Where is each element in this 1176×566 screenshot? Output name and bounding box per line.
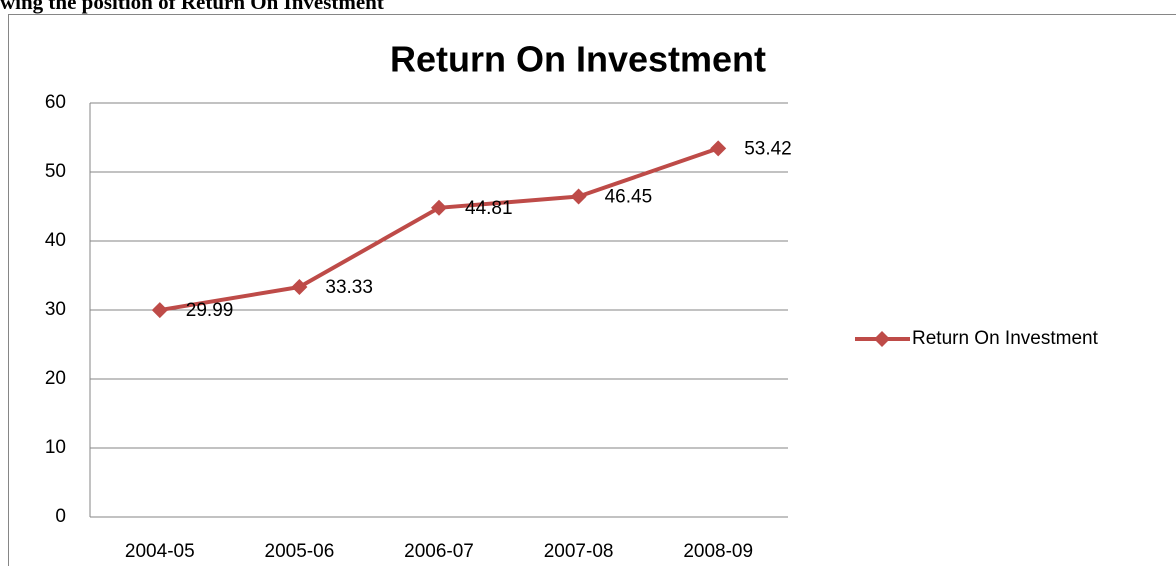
- series-line: [159, 146, 719, 313]
- y-tick-label: 30: [45, 299, 66, 320]
- x-tick-label: 2005-06: [265, 541, 335, 562]
- data-label: 53.42: [744, 138, 792, 159]
- data-label: 44.81: [465, 198, 513, 219]
- legend-marker: [874, 331, 890, 347]
- y-tick-label: 20: [45, 368, 66, 389]
- point-marker: [710, 140, 727, 157]
- point-marker: [431, 199, 447, 216]
- y-tick-label: 40: [45, 230, 66, 251]
- data-label: 33.33: [325, 277, 373, 298]
- point-marker: [151, 302, 168, 319]
- x-tick-label: 2006-07: [404, 541, 474, 562]
- y-tick-label: 10: [45, 437, 66, 458]
- chart-title: Return On Investment: [390, 39, 766, 80]
- y-tick-label: 0: [55, 506, 66, 527]
- page-heading: wing the position of Return On Investmen…: [0, 0, 384, 14]
- y-tick-label: 60: [45, 92, 66, 113]
- x-tick-label: 2008-09: [683, 541, 753, 562]
- x-tick-label: 2007-08: [544, 541, 614, 562]
- legend-label: Return On Investment: [912, 328, 1099, 349]
- chart-frame: [8, 14, 1176, 566]
- data-label: 46.45: [605, 187, 653, 208]
- y-tick-label: 50: [45, 161, 66, 182]
- data-label: 29.99: [186, 300, 234, 321]
- point-marker: [570, 188, 587, 205]
- point-marker: [291, 279, 308, 296]
- x-tick-label: 2004-05: [125, 541, 195, 562]
